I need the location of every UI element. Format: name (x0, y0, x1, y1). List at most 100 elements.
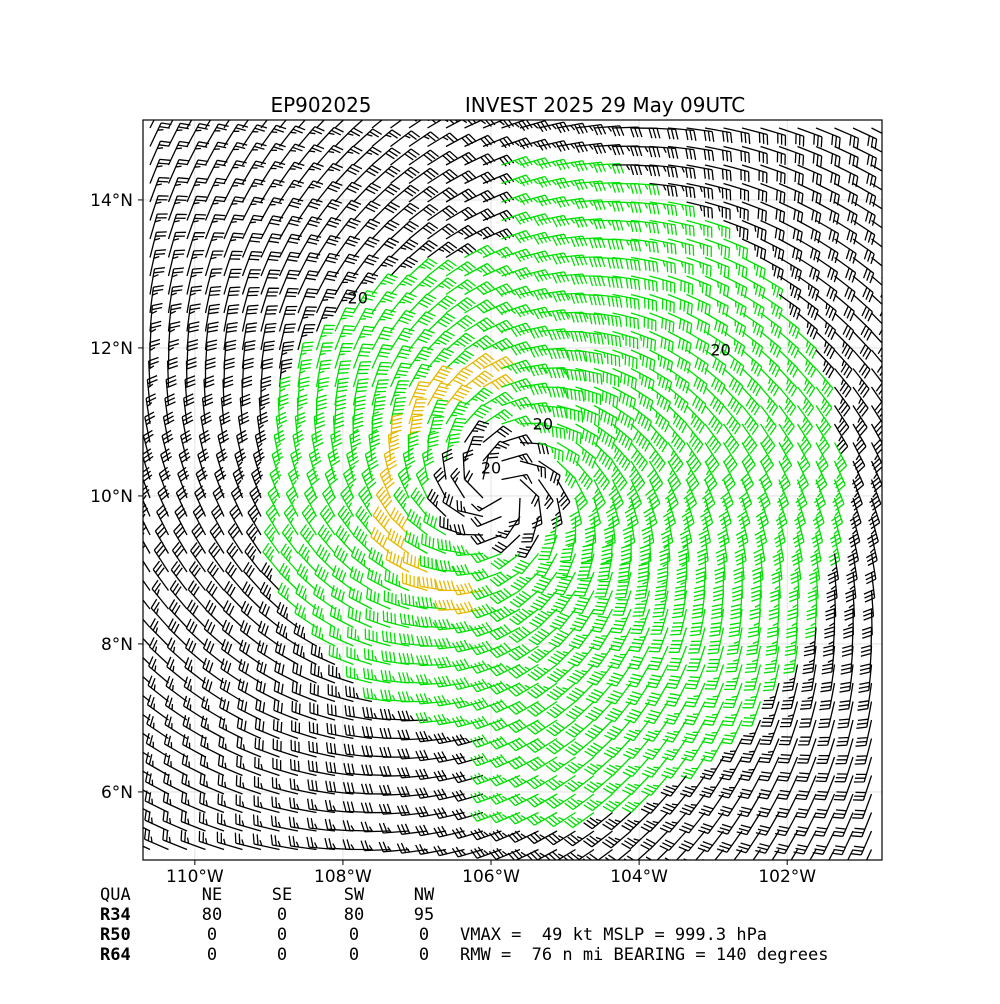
wind-barb (309, 702, 336, 721)
wind-barb (575, 367, 603, 385)
wind-barb (198, 429, 211, 462)
wind-barb (316, 126, 344, 147)
wind-barb (353, 146, 382, 166)
wind-barb (260, 358, 274, 388)
wind-barb (149, 320, 162, 351)
wind-barb (144, 809, 169, 832)
wind-barb (667, 460, 682, 492)
wind-barb (760, 368, 780, 397)
wind-barb (649, 182, 678, 197)
wind-barb (841, 627, 854, 657)
wind-barb (722, 442, 738, 473)
wind-barb (628, 627, 651, 653)
wind-barb (277, 393, 289, 425)
wind-barb (538, 252, 570, 265)
wind-barb (236, 755, 262, 777)
wind-barb (815, 368, 834, 398)
wind-barb (257, 620, 280, 647)
wind-barb (243, 561, 262, 591)
wind-barb (371, 183, 401, 203)
wind-barb (704, 664, 725, 690)
wind-barb (427, 295, 457, 314)
wind-barb (278, 562, 299, 591)
wind-barb (241, 375, 253, 406)
wind-barb (451, 734, 484, 747)
wind-barb (204, 123, 229, 147)
wind-barb (275, 621, 299, 647)
wind-barb (258, 393, 270, 425)
wind-barb (328, 644, 354, 666)
wind-barb (184, 657, 206, 684)
wind-barb (704, 145, 733, 163)
wind-barb (774, 830, 799, 855)
wind-barb (757, 775, 780, 800)
wind-barb (371, 396, 386, 425)
wind-barb (855, 719, 873, 747)
wind-barb (720, 479, 734, 511)
wind-barb (260, 233, 283, 258)
wind-barb (452, 582, 484, 596)
wind-barb (760, 201, 786, 223)
wind-barb (742, 682, 762, 709)
wind-barb (723, 275, 748, 299)
wind-barb (488, 792, 521, 805)
wind-barb (704, 312, 729, 337)
wind-barb (343, 762, 373, 777)
wind-barb (501, 453, 533, 464)
wind-barb (183, 676, 206, 703)
wind-barb (400, 593, 428, 610)
wind-barb (630, 219, 660, 234)
wind-barb (241, 581, 262, 610)
wind-barb (741, 238, 767, 261)
wind-barb (778, 219, 803, 243)
wind-barb (602, 848, 632, 860)
wind-barb (482, 154, 515, 167)
wind-barb (240, 600, 262, 628)
wind-barb (223, 357, 235, 388)
wind-barb (575, 460, 593, 490)
wind-barb (864, 553, 877, 585)
row-label: R50 (100, 925, 131, 945)
wind-barb (871, 294, 882, 317)
wind-barb (260, 322, 277, 351)
wind-barb (352, 236, 380, 258)
table-header: SE (272, 885, 292, 905)
wind-barb (306, 817, 336, 832)
wind-barb (602, 793, 632, 813)
wind-barb (526, 811, 558, 826)
wind-barb (834, 756, 854, 783)
wind-barb (154, 522, 170, 554)
wind-barb (143, 429, 154, 462)
wind-barb (576, 553, 595, 580)
wind-barb (415, 806, 447, 818)
wind-barb (335, 525, 354, 554)
wind-barb (219, 411, 231, 443)
wind-barb (759, 423, 776, 455)
wind-barb (852, 793, 873, 820)
wind-barb (223, 286, 241, 314)
wind-barb (797, 738, 817, 764)
wind-barb (370, 526, 391, 554)
wind-barb (737, 775, 762, 800)
wind-barb (296, 394, 308, 425)
wind-barb (772, 534, 785, 566)
wind-barb (204, 141, 229, 166)
wind-barb (622, 516, 636, 548)
wind-barb (788, 571, 800, 603)
wind-barb (712, 571, 725, 602)
wind-barb (704, 182, 732, 201)
wind-barb (225, 561, 243, 591)
wind-barb (379, 746, 410, 758)
wind-barb (501, 248, 533, 262)
wind-barb (750, 571, 762, 602)
wind-barb (205, 580, 225, 610)
wind-barb (568, 627, 595, 650)
wind-barb (791, 534, 803, 566)
wind-barb (815, 238, 839, 264)
wind-barb (433, 675, 465, 688)
wind-barb (260, 287, 280, 314)
wind-barb (145, 393, 157, 425)
wind-barb (464, 189, 496, 203)
wind-barb (586, 664, 614, 686)
wind-barb (509, 608, 539, 626)
